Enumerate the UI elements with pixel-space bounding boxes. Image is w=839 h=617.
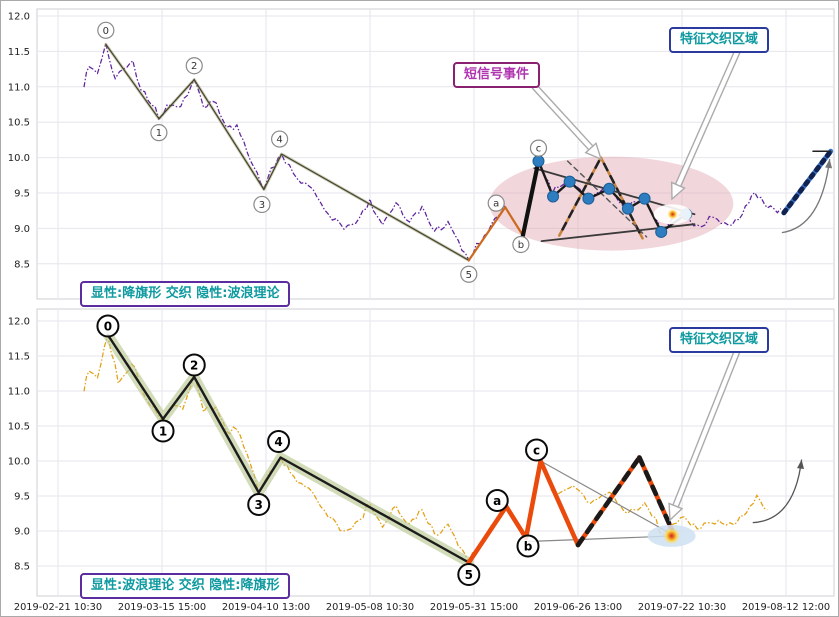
callout-arrow <box>668 345 742 522</box>
svg-text:12.0: 12.0 <box>8 317 30 328</box>
wave-label-3: 3 <box>247 493 271 516</box>
wave-label-c: c <box>525 438 549 462</box>
svg-text:2: 2 <box>191 61 197 72</box>
wave-label-0: 0 <box>96 314 120 338</box>
annotation-short-signal-event: 短信号事件 <box>453 62 541 88</box>
svg-text:2: 2 <box>190 359 198 373</box>
svg-text:5: 5 <box>465 568 473 582</box>
wave-label-4: 4 <box>267 430 291 453</box>
wave-label-2: 2 <box>182 353 206 377</box>
svg-text:2019-05-08 10:30: 2019-05-08 10:30 <box>326 602 414 613</box>
svg-text:11.0: 11.0 <box>8 387 30 398</box>
svg-text:9.5: 9.5 <box>14 189 30 200</box>
bottom-chart-panel: 8.5 9.0 9.5 10.0 10.5 11.0 11.5 12.0 0 1 2 3 4 5 a b c <box>8 308 835 597</box>
wave-label-c: c <box>529 139 548 157</box>
svg-text:2019-08-12 12:00: 2019-08-12 12:00 <box>742 602 830 613</box>
svg-text:1: 1 <box>159 425 167 439</box>
svg-text:9.0: 9.0 <box>14 224 30 235</box>
svg-text:10.0: 10.0 <box>8 457 30 468</box>
svg-text:2019-07-22 10:30: 2019-07-22 10:30 <box>638 602 726 613</box>
flag-pivot-dot <box>532 155 545 168</box>
wave-label-a: a <box>487 194 505 212</box>
annotation-feature-zone-top: 特征交织区域 <box>669 27 770 53</box>
pink-highlight-region <box>489 156 734 251</box>
svg-text:0: 0 <box>103 26 109 37</box>
svg-text:3: 3 <box>255 498 263 512</box>
heat-spot <box>667 209 678 220</box>
svg-text:12.0: 12.0 <box>8 12 30 23</box>
svg-text:c: c <box>536 144 542 155</box>
svg-text:9.5: 9.5 <box>14 492 30 503</box>
svg-text:4: 4 <box>274 435 282 449</box>
svg-text:8.5: 8.5 <box>14 259 30 270</box>
flag-pivot-dot <box>563 175 576 188</box>
wave-label-b: b <box>512 235 530 254</box>
x-axis-labels: 2019-02-21 10:30 2019-03-15 15:00 2019-04-… <box>14 602 830 613</box>
wave-label-3: 3 <box>253 195 271 214</box>
annotation-feature-zone-bottom: 特征交织区域 <box>669 327 770 353</box>
flag-pivot-dot <box>621 202 634 215</box>
heat-spot <box>663 527 680 544</box>
svg-text:11.5: 11.5 <box>8 352 30 363</box>
svg-text:10.5: 10.5 <box>8 422 30 433</box>
wave-label-2: 2 <box>185 57 203 75</box>
caption-explicit-flag-implicit-wave: 显性:降旗形 交织 隐性:波浪理论 <box>80 281 291 307</box>
svg-text:4: 4 <box>276 135 282 146</box>
wave-label-a: a <box>485 489 509 512</box>
svg-text:0: 0 <box>104 320 112 334</box>
callout-arrow <box>670 46 742 201</box>
svg-text:c: c <box>533 444 540 458</box>
svg-text:2019-05-31 15:00: 2019-05-31 15:00 <box>430 602 518 613</box>
svg-text:9.0: 9.0 <box>14 527 30 538</box>
svg-text:8.5: 8.5 <box>14 562 30 573</box>
wave-label-1: 1 <box>151 419 175 443</box>
flag-pivot-dot <box>655 225 668 238</box>
flag-pivot-dot <box>547 190 560 203</box>
svg-text:b: b <box>518 240 524 251</box>
svg-text:10.5: 10.5 <box>8 118 30 129</box>
wave-label-1: 1 <box>150 124 168 142</box>
svg-text:2019-03-15 15:00: 2019-03-15 15:00 <box>118 602 206 613</box>
wave-label-5: 5 <box>457 563 481 586</box>
svg-text:10.0: 10.0 <box>8 153 30 164</box>
svg-text:1: 1 <box>156 128 162 139</box>
svg-text:3: 3 <box>259 200 265 211</box>
svg-text:5: 5 <box>466 270 472 281</box>
svg-text:2019-02-21 10:30: 2019-02-21 10:30 <box>14 602 102 613</box>
wave-label-0: 0 <box>97 21 115 39</box>
flag-pivot-dot <box>638 192 651 205</box>
top-chart-panel: 8.5 9.0 9.5 10.0 10.5 11.0 11.5 12.0 0 1 2 3 4 5 a b c <box>8 8 835 300</box>
svg-text:2019-04-10 13:00: 2019-04-10 13:00 <box>222 602 310 613</box>
svg-text:11.5: 11.5 <box>8 47 30 58</box>
wave-label-5: 5 <box>460 265 478 283</box>
callout-arrow <box>531 83 603 161</box>
svg-text:11.0: 11.0 <box>8 82 30 93</box>
svg-text:a: a <box>493 494 501 508</box>
svg-text:a: a <box>493 199 499 210</box>
wave-label-b: b <box>516 534 540 558</box>
caption-explicit-wave-implicit-flag: 显性:波浪理论 交织 隐性:降旗形 <box>80 573 291 599</box>
flag-pivot-dot <box>582 192 595 205</box>
flag-pivot-dot <box>603 182 616 195</box>
wave-label-4: 4 <box>271 130 289 148</box>
svg-text:b: b <box>524 540 533 554</box>
svg-text:2019-06-26 13:00: 2019-06-26 13:00 <box>534 602 622 613</box>
